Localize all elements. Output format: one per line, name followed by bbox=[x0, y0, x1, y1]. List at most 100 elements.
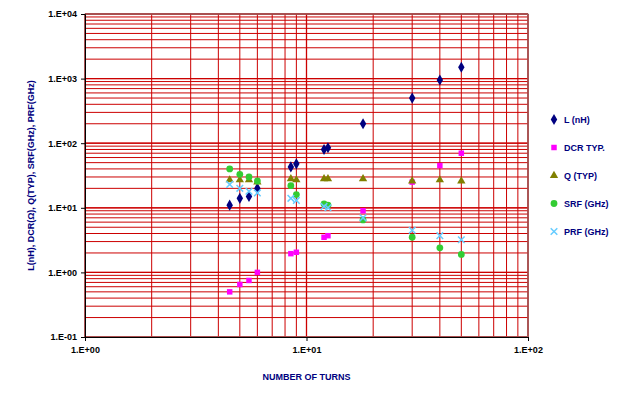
point bbox=[457, 176, 465, 183]
x-axis-title: NUMBER OF TURNS bbox=[263, 372, 351, 382]
minor-grid-line bbox=[373, 14, 374, 337]
legend-marker bbox=[551, 228, 558, 235]
tick-mark bbox=[528, 337, 529, 341]
minor-grid-line bbox=[85, 207, 528, 208]
point bbox=[237, 282, 242, 287]
tick-mark bbox=[81, 79, 85, 80]
point bbox=[360, 118, 366, 129]
legend-label: Q (TYP) bbox=[564, 171, 597, 181]
point bbox=[437, 74, 443, 85]
legend-label: DCR TYP. bbox=[564, 143, 605, 153]
point bbox=[293, 197, 300, 204]
point bbox=[246, 174, 253, 181]
minor-grid-line bbox=[85, 78, 528, 79]
tick-label: 1.E+01 bbox=[48, 203, 77, 213]
tick-label: 1.E+04 bbox=[48, 9, 77, 19]
tick: 1.E+02 bbox=[514, 337, 543, 355]
legend-marker bbox=[551, 114, 557, 125]
point bbox=[236, 171, 243, 178]
tick-mark bbox=[81, 272, 85, 273]
point bbox=[360, 215, 367, 222]
legend-label: PRF (GHz) bbox=[564, 227, 609, 237]
point bbox=[325, 205, 332, 212]
plot-background bbox=[85, 14, 528, 337]
tick-label: 1.E+00 bbox=[48, 268, 77, 278]
tick: 1.E+03 bbox=[48, 74, 85, 84]
tick-mark bbox=[81, 143, 85, 144]
axis-line bbox=[86, 338, 529, 342]
minor-grid-line bbox=[151, 14, 152, 337]
minor-grid-line bbox=[285, 14, 286, 337]
y-axis: 1.E-01 1.E+00 1.E+01 1.E+02 1.E+03 1.E+04 bbox=[48, 9, 85, 342]
tick-mark bbox=[81, 337, 85, 338]
point bbox=[437, 232, 444, 239]
point bbox=[408, 176, 416, 183]
point bbox=[437, 163, 442, 168]
point bbox=[294, 250, 299, 255]
tick: 1.E+00 bbox=[48, 268, 85, 278]
tick-mark bbox=[307, 337, 308, 341]
point bbox=[288, 161, 294, 172]
point bbox=[254, 178, 261, 185]
plot: 1.E+00 1.E+01 1.E+02 1.E-01 1.E+00 1.E+01 1.E+… bbox=[48, 9, 543, 355]
minor-grid-line bbox=[272, 14, 273, 337]
point bbox=[292, 175, 300, 182]
tick-mark bbox=[81, 14, 85, 15]
plot-frame bbox=[85, 14, 528, 337]
axis-line bbox=[81, 15, 86, 338]
minor-grid-line bbox=[478, 14, 479, 337]
tick-label: 1.E+02 bbox=[48, 139, 77, 149]
point bbox=[253, 177, 261, 184]
minor-grid-line bbox=[493, 14, 494, 337]
grid-line bbox=[85, 143, 528, 144]
series bbox=[227, 150, 464, 294]
minor-grid-line bbox=[517, 14, 518, 337]
point bbox=[409, 227, 416, 234]
grid-line bbox=[85, 78, 528, 79]
point bbox=[226, 200, 232, 211]
series bbox=[226, 62, 464, 211]
point bbox=[255, 270, 260, 275]
point bbox=[288, 251, 293, 256]
minor-grid-line bbox=[85, 143, 528, 144]
y-axis-title: L(nH), DCR(Ω), Q(TYP), SRF(GHz), PRF(GHz… bbox=[26, 80, 36, 271]
legend-marker bbox=[551, 145, 556, 150]
tick-label: 1.E+01 bbox=[293, 345, 322, 355]
grid-line bbox=[85, 272, 528, 273]
point bbox=[254, 190, 261, 197]
tick: 1.E+04 bbox=[48, 9, 85, 19]
series bbox=[226, 174, 466, 184]
point bbox=[458, 236, 465, 243]
point bbox=[436, 175, 444, 182]
legend-marker bbox=[550, 171, 558, 178]
point bbox=[293, 191, 300, 198]
minor-grid-line bbox=[506, 14, 507, 337]
point bbox=[409, 234, 416, 241]
series bbox=[226, 181, 464, 243]
point bbox=[246, 278, 251, 283]
point bbox=[459, 150, 464, 155]
point bbox=[237, 193, 243, 204]
point bbox=[237, 185, 244, 192]
point bbox=[325, 233, 330, 238]
tick-label: 1.E+02 bbox=[514, 345, 543, 355]
legend-label: SRF (GHz) bbox=[564, 199, 609, 209]
grid-line bbox=[85, 207, 528, 208]
grid-line bbox=[306, 14, 307, 337]
tick-label: 1.E-01 bbox=[50, 332, 77, 342]
legend-label: L (nH) bbox=[564, 115, 590, 125]
point bbox=[458, 251, 465, 258]
point bbox=[325, 142, 331, 153]
point bbox=[436, 244, 443, 251]
tick-mark bbox=[81, 208, 85, 209]
tick: 1.E-01 bbox=[50, 332, 85, 342]
point bbox=[293, 158, 299, 169]
point bbox=[246, 188, 253, 195]
legend: L (nH) DCR TYP. Q (TYP) SRF (GHz) PRF (GHz) bbox=[550, 114, 609, 237]
tick: 1.E+01 bbox=[293, 337, 322, 355]
tick-label: 1.E+00 bbox=[71, 345, 100, 355]
grid bbox=[85, 14, 528, 337]
minor-grid-line bbox=[306, 14, 307, 337]
tick: 1.E+02 bbox=[48, 139, 85, 149]
point bbox=[226, 181, 233, 188]
